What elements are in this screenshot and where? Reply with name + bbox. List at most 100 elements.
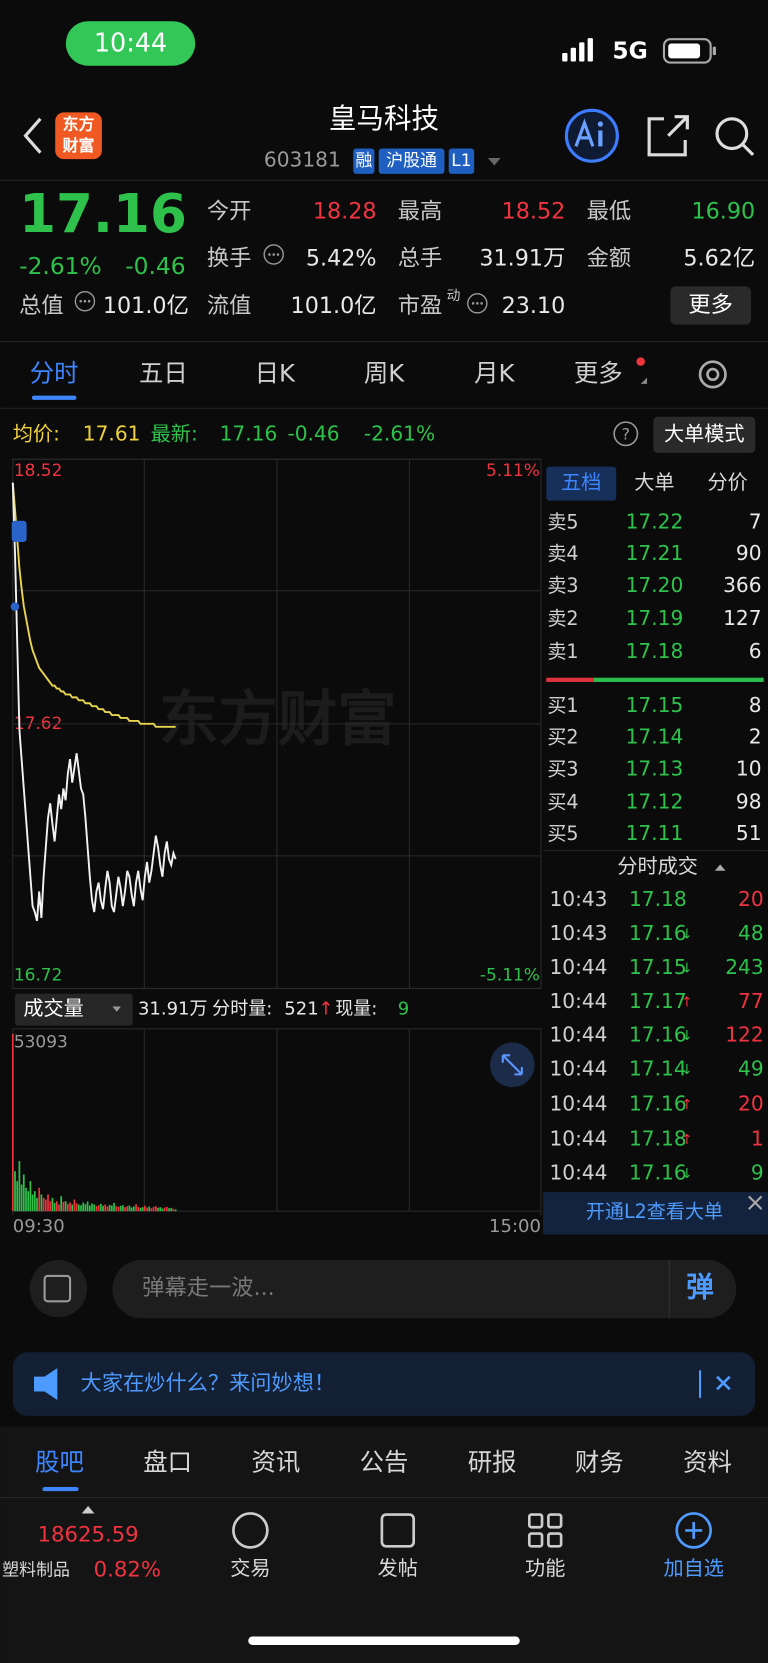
volume-bar (174, 1209, 177, 1212)
sub-tab[interactable]: 盘口 (143, 1448, 192, 1477)
book-price: 17.19 (626, 606, 684, 630)
volume-bar (108, 1204, 111, 1212)
tab-active-bg (546, 466, 617, 501)
promo-link[interactable]: 开通L2查看大单 (586, 1200, 723, 1223)
stat-value: 5.42% (306, 245, 377, 271)
settings-button[interactable] (698, 360, 727, 389)
volume-bar (33, 1191, 36, 1212)
nav-item[interactable]: 交易 (230, 1556, 270, 1580)
volume-bar (42, 1197, 45, 1212)
trade-time: 10:44 (549, 989, 607, 1013)
volume-current: 9 (398, 999, 409, 1020)
volume-bar (172, 1208, 175, 1212)
search-button[interactable] (715, 117, 755, 156)
tab[interactable]: 更多 (574, 358, 623, 387)
book-tab[interactable]: 分价 (707, 470, 747, 494)
tab[interactable]: 五日 (139, 358, 188, 387)
tab[interactable]: 月K (474, 358, 515, 387)
stat-value: 18.52 (502, 199, 566, 225)
expand-button[interactable] (490, 1042, 535, 1088)
book-volume: 8 (749, 693, 762, 717)
help-icon[interactable] (613, 421, 639, 447)
tab[interactable]: 分时 (30, 358, 79, 387)
book-volume: 127 (723, 606, 761, 630)
trade-volume: 20 (738, 887, 764, 911)
book-price: 17.12 (626, 789, 684, 813)
trade-arrow: ↓ (681, 960, 693, 976)
volume-bar (27, 1191, 30, 1212)
sub-tab[interactable]: 资料 (683, 1448, 732, 1477)
volume-current-label: 现量: (335, 999, 377, 1020)
volume-bar (53, 1202, 56, 1212)
info-dot (79, 299, 82, 303)
nav-item[interactable]: 加自选 (663, 1556, 723, 1580)
tag-bg (353, 148, 375, 174)
banner-close[interactable] (716, 1375, 731, 1391)
info-dot (83, 299, 87, 303)
index-value: 18625.59 (38, 1523, 139, 1548)
volume-bar (73, 1199, 76, 1212)
sub-tab[interactable]: 公告 (360, 1448, 409, 1477)
mode-button[interactable] (653, 416, 756, 453)
danmaku-toggle[interactable] (29, 1259, 88, 1318)
back-button[interactable] (23, 117, 42, 154)
close-button[interactable] (748, 1195, 763, 1210)
sub-tab[interactable]: 研报 (468, 1448, 517, 1477)
volume-bar (58, 1204, 60, 1212)
stock-tag: 融 (355, 150, 372, 170)
sub-tab[interactable]: 财务 (575, 1448, 624, 1477)
collapse-caret[interactable] (714, 864, 726, 871)
nav-item[interactable]: 发帖 (378, 1556, 418, 1580)
tag-bg (378, 148, 445, 174)
send-button[interactable]: 弹 (686, 1271, 714, 1304)
nav-item[interactable]: 功能 (525, 1556, 565, 1580)
volume-bar (44, 1199, 47, 1212)
volume-selector[interactable] (14, 993, 133, 1026)
volume-bar (49, 1201, 52, 1212)
comment-input[interactable] (112, 1259, 737, 1319)
volume-bar (64, 1201, 67, 1212)
banner[interactable] (12, 1352, 756, 1416)
info-avg-label: 均价: (13, 421, 60, 445)
volume-bar (66, 1203, 69, 1212)
book-tab[interactable]: 大单 (634, 470, 674, 494)
info-avg: 17.61 (83, 421, 141, 445)
tab[interactable]: 周K (364, 358, 405, 387)
volume-bar (139, 1207, 142, 1212)
tag-bg (448, 148, 475, 174)
volume-bar (157, 1207, 159, 1212)
more-button[interactable] (670, 286, 751, 325)
info-dot (87, 299, 91, 303)
volume-bar (130, 1207, 133, 1212)
volume-label: 成交量 (23, 996, 83, 1020)
sub-tab[interactable]: 资讯 (251, 1448, 300, 1477)
volume-bar (170, 1207, 173, 1212)
book-level: 卖4 (547, 542, 578, 565)
share-button[interactable] (647, 115, 689, 157)
book-level: 买5 (547, 822, 578, 845)
book-tab[interactable]: 五档 (561, 470, 601, 494)
book-price: 17.14 (626, 725, 684, 749)
ai-button[interactable] (564, 108, 619, 163)
volume-bar (14, 1171, 16, 1212)
volume-bar (128, 1205, 131, 1212)
volume-bar (88, 1205, 91, 1212)
avg-line (11, 482, 176, 728)
stat-label: 换手 (207, 245, 252, 271)
dropdown-caret[interactable] (487, 158, 501, 166)
volume-bar (146, 1207, 148, 1212)
signal-icon (562, 38, 593, 62)
change: -0.46 (125, 252, 185, 280)
more-button-label: 更多 (688, 292, 733, 318)
volume-minute-label: 分时量: (212, 999, 272, 1020)
stat-value: 18.28 (313, 199, 377, 225)
tab[interactable]: 日K (255, 358, 296, 387)
volume-bar (11, 1034, 14, 1212)
info-dot (268, 253, 271, 256)
info-latest: 17.16 (220, 421, 278, 445)
clock: 10:44 (94, 29, 167, 59)
comment-placeholder: 弹幕走一波... (142, 1275, 275, 1301)
trade-volume: 1 (751, 1127, 764, 1151)
sub-tab[interactable]: 股吧 (35, 1448, 84, 1477)
